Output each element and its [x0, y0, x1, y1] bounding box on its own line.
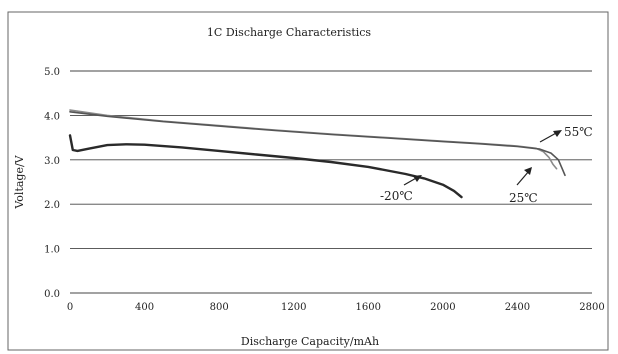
- x-axis-label: Discharge Capacity/mAh: [241, 335, 379, 348]
- annotation-minus20c: -20℃: [380, 175, 422, 203]
- x-tick-label: 400: [135, 302, 154, 313]
- annotation-25c: 25℃: [509, 167, 538, 205]
- annotation-label-55c: 55℃: [564, 125, 593, 139]
- annotation-label-25c: 25℃: [509, 191, 538, 205]
- x-tick-label: 2000: [430, 302, 455, 313]
- gridlines: [70, 70, 592, 294]
- x-tick-label: 0: [67, 302, 73, 313]
- y-tick-label: 2.0: [44, 200, 60, 211]
- y-tick-labels: 0.0 1.0 2.0 3.0 4.0 5.0: [44, 67, 60, 300]
- annotation-arrowhead-55c: [553, 130, 562, 137]
- y-tick-label: 5.0: [44, 67, 60, 78]
- annotation-arrowhead-25c: [524, 167, 532, 175]
- series-line-25c: [69, 111, 566, 177]
- chart-frame: [7, 11, 609, 351]
- y-axis-label: Voltage/V: [13, 154, 26, 209]
- annotation-label-minus20c: -20℃: [380, 189, 413, 203]
- x-tick-labels: 0 400 800 1200 1600 2000 2400 2800: [67, 302, 605, 313]
- annotation-arrowhead-minus20c: [413, 175, 422, 182]
- x-tick-label: 1200: [281, 302, 306, 313]
- y-tick-label: 4.0: [44, 111, 60, 122]
- y-tick-label: 1.0: [44, 245, 60, 256]
- x-tick-label: 800: [210, 302, 229, 313]
- x-tick-label: 1600: [356, 302, 381, 313]
- x-tick-label: 2400: [505, 302, 530, 313]
- y-tick-label: 3.0: [44, 156, 60, 167]
- data-series: [68, 109, 566, 199]
- x-tick-label: 2800: [579, 302, 604, 313]
- series-line-minus20c: [68, 134, 463, 199]
- annotation-55c: 55℃: [539, 125, 593, 143]
- chart-title: 1C Discharge Characteristics: [207, 26, 371, 39]
- annotation-arrow-25c: [516, 170, 530, 186]
- y-tick-label: 0.0: [44, 289, 60, 300]
